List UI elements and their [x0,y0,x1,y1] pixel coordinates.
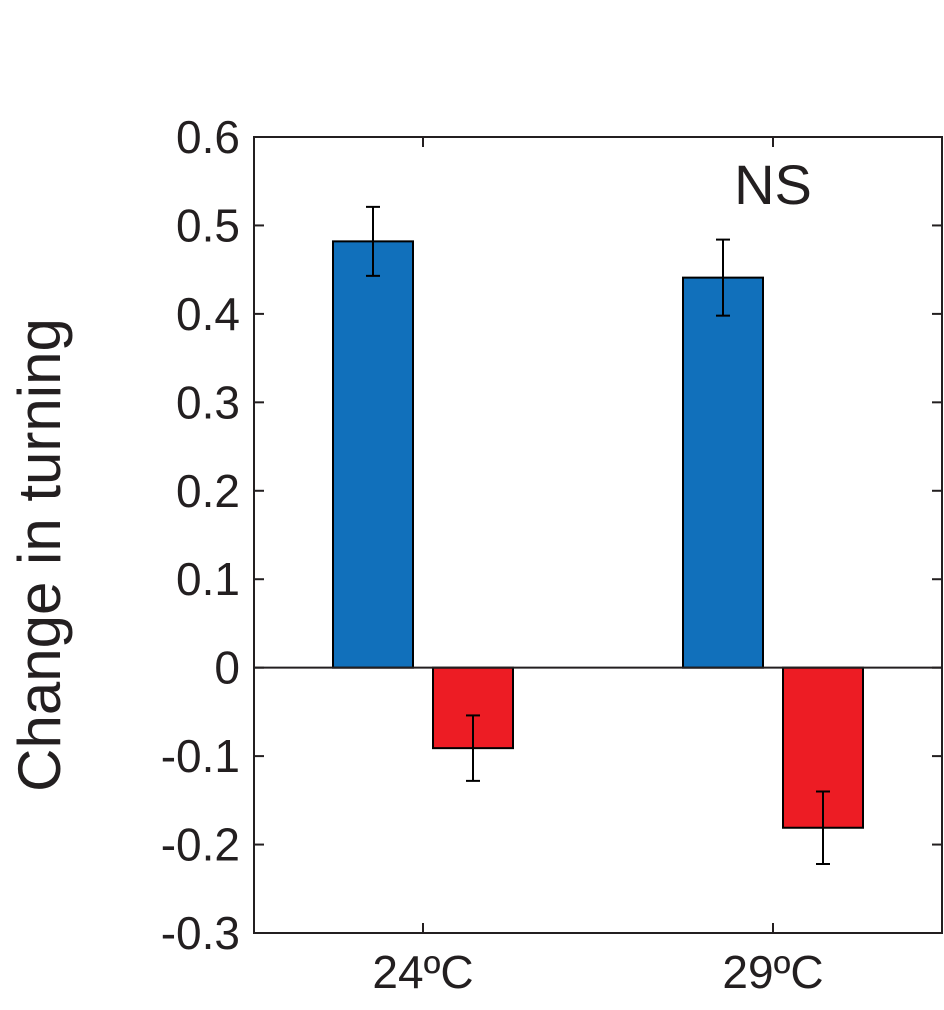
annotations: NS [734,153,812,216]
bar-series1-2 [682,276,764,669]
y-tick-label: 0.5 [176,199,240,251]
y-tick-label: 0.3 [176,376,240,428]
x-tick-label: 29ºC [722,946,823,998]
y-tick-label: 0 [214,642,240,694]
y-axis-label: Change in turning [6,318,73,792]
bar-series1-1 [332,240,414,669]
y-tick-label: 0.4 [176,288,240,340]
plot-frame [253,136,943,934]
tick-labels: 0.6 0.5 0.4 0.3 0.2 0.1 0 -0.1 -0.2 -0.3 24ºC 29ºC [161,111,824,998]
y-tick-label: 0.2 [176,465,240,517]
y-tick-label: -0.1 [161,730,240,782]
y-tick-label: -0.3 [161,907,240,959]
chart-marks [332,205,864,866]
x-tick-label: 24ºC [372,946,473,998]
y-tick-label: 0.1 [176,553,240,605]
y-tick-label: 0.6 [176,111,240,163]
significance-annotation: NS [734,153,812,216]
y-tick-label: -0.2 [161,819,240,871]
axis-ticks [254,136,942,934]
